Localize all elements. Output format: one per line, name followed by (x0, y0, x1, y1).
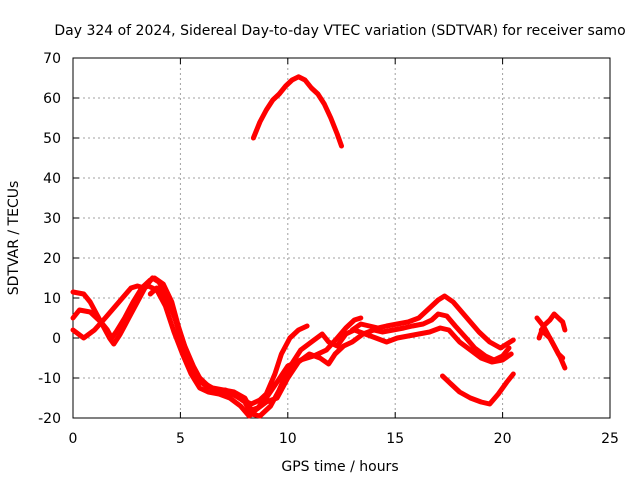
x-tick-label: 15 (386, 431, 404, 447)
series-line-track-5 (147, 285, 514, 419)
series-line-track-10 (538, 327, 566, 361)
grid (72, 57, 611, 419)
x-axis-label: GPS time / hours (281, 459, 398, 475)
y-tick-label: -20 (38, 411, 61, 427)
series-line-track-1 (250, 74, 344, 149)
x-tick-label: 20 (494, 431, 512, 447)
y-axis-label: SDTVAR / TECUs (6, 181, 22, 296)
series-line-track-4 (70, 283, 512, 419)
x-tick-label: 25 (601, 431, 619, 447)
y-tick-label: 40 (43, 171, 61, 187)
y-tick-label: 70 (43, 51, 61, 67)
y-tick-label: -10 (38, 371, 61, 387)
series-line-track-7 (440, 371, 516, 407)
plot-frame (72, 57, 611, 419)
data-series (70, 74, 568, 419)
y-tick-label: 50 (43, 131, 61, 147)
x-tick-label: 10 (279, 431, 297, 447)
y-tick-label: 0 (52, 331, 61, 347)
tick-labels: 0 5 10 15 20 25 -20 -10 0 10 20 30 40 50 60 70 (38, 51, 619, 447)
chart-title: Day 324 of 2024, Sidereal Day-to-day VTE… (54, 23, 625, 39)
series-line-track-9 (536, 311, 568, 341)
x-tick-label: 5 (176, 431, 185, 447)
x-tick-label: 0 (69, 431, 78, 447)
y-tick-label: 60 (43, 91, 61, 107)
y-tick-label: 10 (43, 291, 61, 307)
y-tick-label: 30 (43, 211, 61, 227)
series-line-track-6 (349, 293, 516, 351)
series-line-track-2 (70, 275, 310, 407)
y-tick-label: 20 (43, 251, 61, 267)
